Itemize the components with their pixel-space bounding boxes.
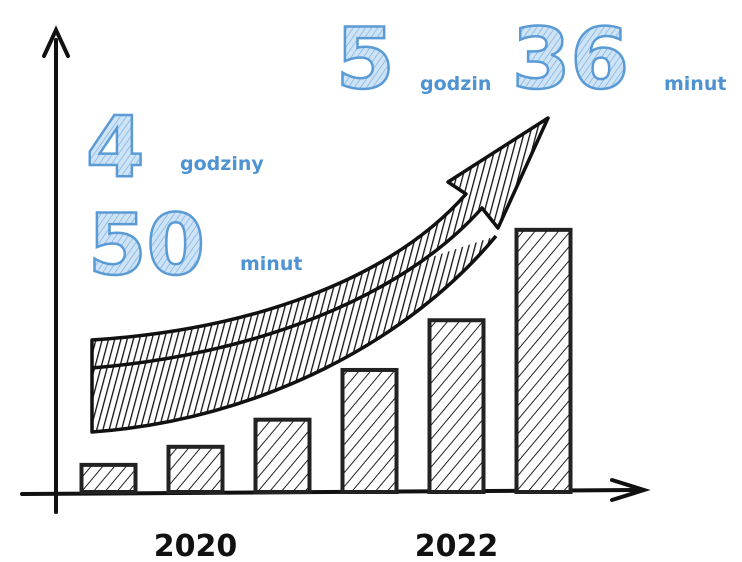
bar — [427, 318, 486, 494]
hours-unit: godziny — [180, 153, 264, 175]
bar — [514, 227, 573, 494]
bar — [253, 417, 312, 494]
minutes-unit: minut — [664, 73, 726, 95]
y-axis-arrow — [42, 25, 70, 58]
hours-unit: godzin — [420, 73, 491, 95]
minutes-number: 50 — [88, 196, 205, 294]
minutes-number: 36 — [512, 10, 629, 108]
x-axis-arrow — [610, 478, 651, 502]
bar — [79, 462, 138, 495]
bar — [166, 444, 225, 494]
trend-arrow — [90, 116, 550, 434]
x-tick-label: 2020 — [154, 529, 238, 562]
x-tick-label: 2022 — [415, 529, 499, 562]
minutes-unit: minut — [240, 253, 302, 275]
hours-number: 5 — [336, 10, 394, 108]
bar — [340, 367, 399, 494]
hours-number: 4 — [86, 98, 144, 196]
